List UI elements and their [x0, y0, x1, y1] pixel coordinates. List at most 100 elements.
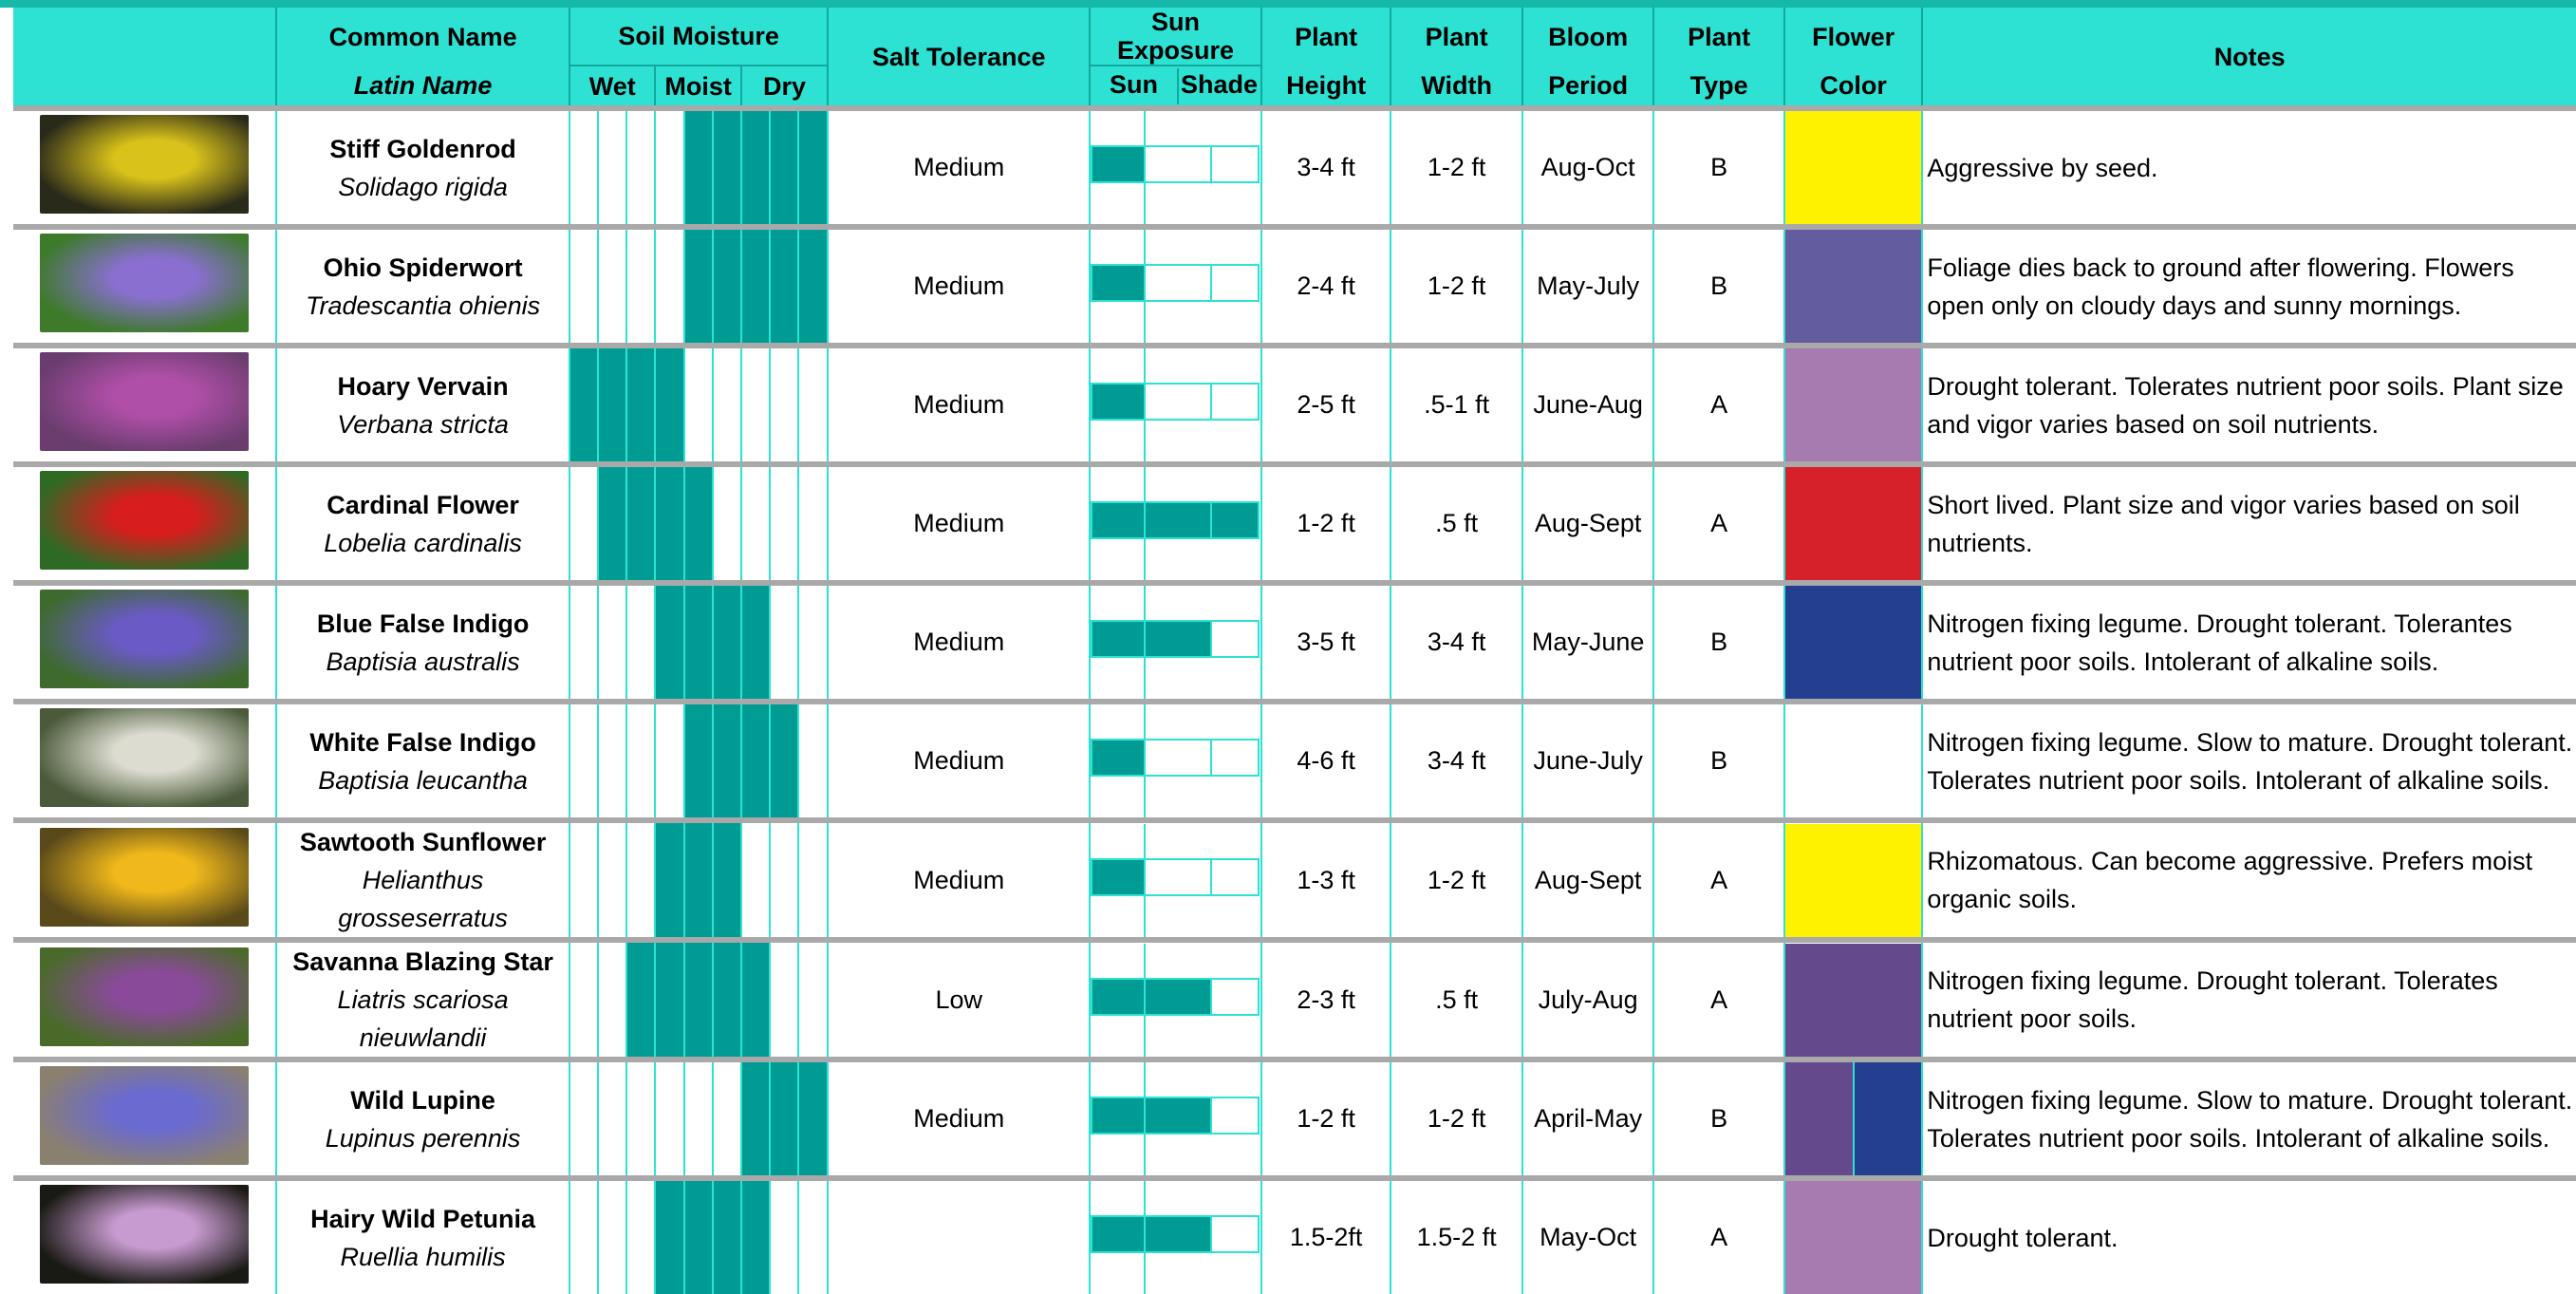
- row-separator: [13, 937, 2576, 943]
- common-name: Blue False Indigo: [316, 609, 530, 638]
- table-row[interactable]: White False Indigo Baptisia leucantha Medi…: [13, 704, 2576, 817]
- moisture-cell: [682, 943, 713, 1057]
- salt-tolerance: Medium: [827, 1062, 1091, 1175]
- table-row[interactable]: Hairy Wild Petunia Ruellia humilis 1.5-2ft…: [13, 1181, 2576, 1294]
- plant-photo: [40, 471, 249, 570]
- bloom-period: May-July: [1521, 230, 1654, 343]
- plant-photo: [40, 1066, 249, 1165]
- moisture-cell: [711, 943, 741, 1057]
- flower-color-swatch: [1785, 586, 1922, 699]
- plant-width: 3-4 ft: [1390, 704, 1522, 817]
- moisture-cell: [711, 230, 741, 343]
- moisture-cell: [569, 467, 599, 580]
- table-row[interactable]: Blue False Indigo Baptisia australis Mediu…: [13, 586, 2576, 699]
- moisture-cell: [797, 586, 829, 699]
- plant-width: .5-1 ft: [1390, 348, 1522, 461]
- salt-tolerance: Medium: [827, 467, 1091, 580]
- row-separator: [13, 343, 2576, 348]
- moisture-cell: [625, 348, 656, 461]
- moisture-cell: [597, 586, 627, 699]
- bloom-period: May-June: [1521, 586, 1654, 699]
- sun-level-segment: [1210, 977, 1260, 1016]
- flower-color-cell: [1783, 704, 1923, 817]
- name-cell: Cardinal Flower Lobelia cardinalis: [275, 467, 570, 580]
- plant-width: 3-4 ft: [1390, 586, 1522, 699]
- sun-grid: [1144, 230, 1147, 264]
- flower-color-swatch: [1785, 467, 1922, 580]
- name-cell: Ohio Spiderwort Tradescantia ohienis: [275, 230, 570, 343]
- latin-name: Verbana stricta: [337, 409, 509, 439]
- notes-cell: Rhizomatous. Can become aggressive. Pref…: [1921, 823, 2576, 937]
- moisture-cell: [711, 467, 741, 580]
- latin-name: Lupinus perennis: [325, 1123, 521, 1153]
- plant-width-header-2: Width: [1390, 66, 1522, 105]
- notes-cell: Nitrogen fixing legume. Drought tolerant…: [1921, 586, 2576, 699]
- shade-header: Shade: [1181, 69, 1259, 99]
- table-row[interactable]: Ohio Spiderwort Tradescantia ohienis Mediu…: [13, 230, 2576, 343]
- plant-photo-cell: [13, 230, 276, 343]
- plant-height: 1-3 ft: [1260, 823, 1391, 937]
- plant-type: B: [1652, 1062, 1784, 1175]
- salt-tolerance-header: Salt Tolerance: [827, 8, 1091, 105]
- dry-header: Dry: [739, 66, 829, 105]
- table-row[interactable]: Stiff Goldenrod Solidago rigida Medium 3-4 …: [13, 111, 2576, 224]
- plant-photo: [40, 827, 249, 927]
- common-name: Stiff Goldenrod: [329, 134, 516, 163]
- top-accent-bar: [0, 0, 2576, 8]
- latin-name: Liatris scariosa: [337, 985, 509, 1014]
- sun-level-segment: [1210, 620, 1260, 658]
- latin-name-cont: nieuwlandii: [359, 1023, 487, 1052]
- moisture-cell: [597, 823, 627, 937]
- moisture-cell: [739, 467, 770, 580]
- plant-height: 1.5-2ft: [1260, 1181, 1391, 1294]
- plant-height: 1-2 ft: [1260, 467, 1391, 580]
- moisture-cell: [768, 823, 799, 937]
- common-name: Savanna Blazing Star: [292, 947, 553, 976]
- plant-height: 2-3 ft: [1260, 943, 1391, 1057]
- sun-grid: [1144, 823, 1147, 858]
- sun-exposure-bar: [1092, 230, 1260, 343]
- moist-header: Moist: [654, 66, 741, 105]
- moisture-cell: [569, 1062, 599, 1175]
- flower-color-cell: [1783, 586, 1923, 699]
- flower-color-swatch: [1785, 111, 1922, 224]
- sun-level-segment: [1210, 1215, 1260, 1253]
- plant-height-header-1: Plant: [1260, 8, 1391, 66]
- plant-width-header-1: Plant: [1390, 8, 1522, 66]
- moisture-cell: [768, 1181, 799, 1294]
- sun-grid: [1144, 1253, 1147, 1294]
- bloom-period-header-1: Bloom: [1521, 8, 1654, 66]
- notes-cell: Nitrogen fixing legume. Slow to mature. …: [1921, 704, 2576, 817]
- wet-header: Wet: [569, 66, 656, 105]
- sun-level-segment: [1092, 620, 1147, 658]
- flower-color-swatch: [1785, 823, 1922, 937]
- flower-color-cell: [1783, 348, 1923, 461]
- moisture-cell: [625, 1181, 656, 1294]
- sun-level-segment: [1092, 1215, 1147, 1253]
- moisture-cell: [768, 348, 799, 461]
- plant-photo: [40, 115, 249, 214]
- sun-header: Sun: [1110, 69, 1159, 99]
- table-row[interactable]: Hoary Vervain Verbana stricta Medium 2-5 ft…: [13, 348, 2576, 461]
- sun-level-segment: [1210, 383, 1260, 421]
- table-row[interactable]: Cardinal Flower Lobelia cardinalis Medium 1…: [13, 467, 2576, 580]
- flower-color-cell: [1783, 1181, 1923, 1294]
- sun-level-segment: [1092, 739, 1147, 777]
- sun-exposure-bar: [1092, 586, 1260, 699]
- table-row[interactable]: Savanna Blazing Star Liatris scariosa nieu…: [13, 943, 2576, 1057]
- table-row[interactable]: Wild Lupine Lupinus perennis Medium 1-2 ft 1…: [13, 1062, 2576, 1175]
- plant-width: 1-2 ft: [1390, 823, 1522, 937]
- name-cell: Blue False Indigo Baptisia australis: [275, 586, 570, 699]
- plant-type-header-1: Plant: [1652, 8, 1784, 66]
- latin-name-cont: grosseserratus: [338, 904, 508, 932]
- sun-grid: [1144, 777, 1147, 817]
- plant-photo-cell: [13, 704, 276, 817]
- table-row[interactable]: Sawtooth Sunflower Helianthus grosseserrat…: [13, 823, 2576, 937]
- plant-height-header-2: Height: [1260, 66, 1391, 105]
- salt-tolerance: [827, 1181, 1091, 1294]
- latin-name: Baptisia leucantha: [318, 765, 528, 795]
- salt-tolerance: Medium: [827, 586, 1091, 699]
- plant-photo-cell: [13, 943, 276, 1057]
- common-name: Hoary Vervain: [337, 371, 509, 401]
